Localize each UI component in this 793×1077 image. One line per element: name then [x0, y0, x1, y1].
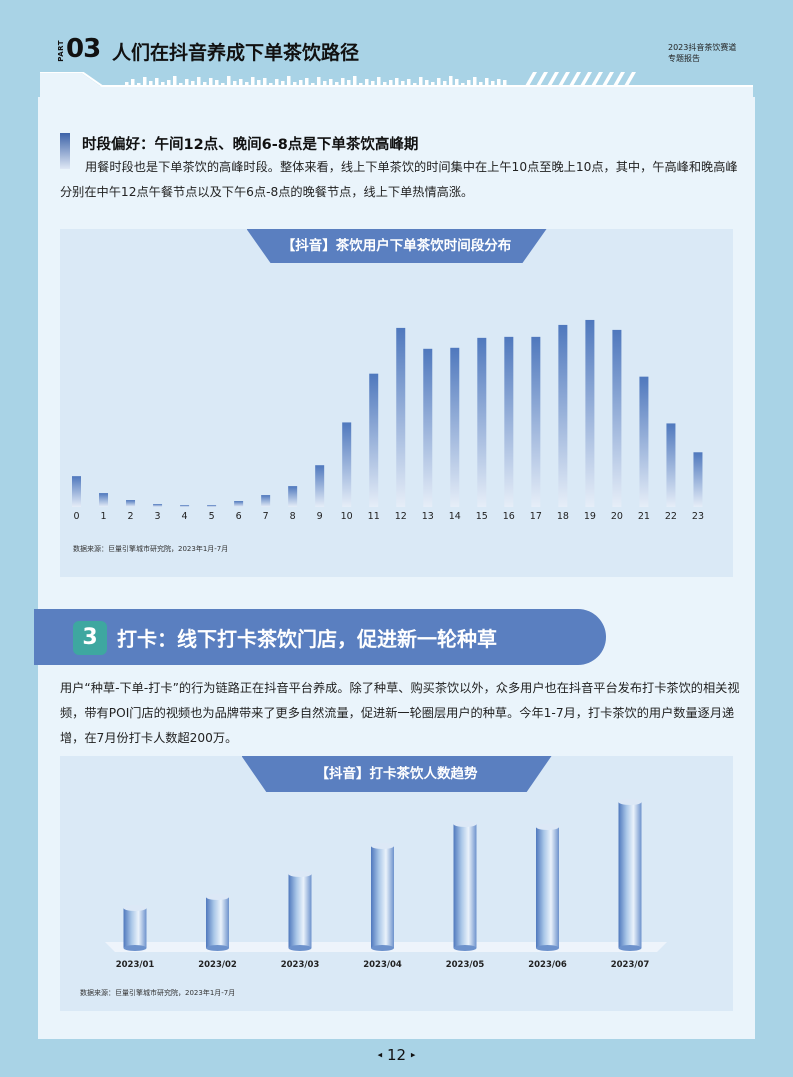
bar: [585, 319, 595, 507]
bar: [288, 871, 312, 951]
section-heading-text: 时段偏好：午间12点、晚间6-8点是下单茶饮高峰期: [82, 137, 419, 153]
data-source: 数据来源：巨量引擎城市研究院，2023年1月-7月: [73, 545, 229, 553]
x-tick-label: 15: [476, 511, 488, 522]
section2-paragraph: 用户“种草-下单-打卡”的行为链路正在抖音平台养成。除了种草、购买茶饮以外，众多…: [60, 681, 740, 745]
bar: [639, 376, 649, 507]
x-tick-label: 22: [665, 511, 677, 522]
data-source: 数据来源：巨量引擎城市研究院，2023年1月-7月: [80, 989, 236, 997]
bar: [234, 501, 244, 507]
x-tick-label: 21: [638, 511, 650, 522]
x-tick-label: 2023/01: [116, 960, 155, 970]
x-tick-label: 7: [263, 511, 269, 522]
heading-accent-bar: [60, 133, 70, 169]
x-tick-label: 2023/07: [611, 960, 650, 970]
part-label: PART: [57, 40, 65, 62]
x-tick-label: 5: [209, 511, 215, 522]
x-tick-label: 6: [236, 511, 242, 522]
bar: [315, 465, 325, 507]
x-tick-label: 23: [692, 511, 704, 522]
hourly-chart-panel: 【抖音】茶饮用户下单茶饮时间段分布 0 1 2 3 4 5 6 7 8 9 10 11 12 13 14 15…: [60, 229, 733, 577]
bar: [72, 476, 81, 507]
x-tick-label: 4: [182, 511, 188, 522]
x-tick-label: 2: [128, 511, 134, 522]
report-tag: 2023抖音茶饮赛道 专题报告: [668, 42, 736, 64]
part-number: 03: [66, 34, 101, 64]
chart-title: 【抖音】打卡茶饮人数趋势: [241, 756, 552, 792]
page-number-text: 12: [386, 1046, 407, 1064]
chart-title: 【抖音】茶饮用户下单茶饮时间段分布: [246, 229, 547, 263]
bar: [123, 905, 147, 951]
bar: [558, 324, 568, 507]
bar: [423, 348, 433, 507]
bar: [126, 500, 136, 507]
page-number: ◂ 12 ▸: [0, 1046, 793, 1064]
header-decoration: [40, 72, 753, 98]
bar: [396, 327, 406, 507]
bar: [371, 843, 394, 951]
bar: [531, 336, 541, 507]
bar: [342, 422, 352, 507]
checkin-bar-chart: 2023/01 2023/02 2023/03 2023/04 2023/05 2023/…: [105, 799, 667, 970]
report-tag-line1: 2023抖音茶饮赛道: [668, 43, 737, 52]
x-tick-label: 16: [503, 511, 515, 522]
bar: [206, 894, 229, 951]
x-tick-label: 12: [395, 511, 407, 522]
section1-paragraph: 用餐时段也是下单茶饮的高峰时段。整体来看，线上下单茶饮的时间集中在上午10点至晚…: [60, 160, 738, 199]
checkin-chart-panel: 【抖音】打卡茶饮人数趋势 2023/01 2023/02 2023/03 2023/0…: [60, 756, 733, 1011]
x-tick-label: 13: [422, 511, 434, 522]
bar: [536, 824, 559, 951]
bar: [477, 337, 487, 507]
bar: [153, 504, 163, 507]
report-tag-line2: 专题报告: [668, 54, 700, 63]
x-tick-label: 10: [341, 511, 353, 522]
x-tick-label: 2023/06: [528, 960, 567, 970]
bar: [453, 821, 477, 951]
bar: [288, 486, 298, 507]
page-title: 人们在抖音养成下单茶饮路径: [112, 42, 360, 64]
next-page-arrow[interactable]: ▸: [410, 1050, 416, 1061]
bar: [612, 329, 622, 507]
bar: [261, 495, 271, 507]
x-tick-label: 2023/05: [446, 960, 485, 970]
hourly-bar-chart: 0 1 2 3 4 5 6 7 8 9 10 11 12 13 14 15 16 17 18 19 20 21 22 23: [72, 319, 704, 522]
bar: [99, 493, 109, 507]
section-number-badge: 3: [73, 621, 107, 655]
x-tick-label: 9: [317, 511, 323, 522]
bar: [504, 336, 514, 507]
x-tick-label: 20: [611, 511, 623, 522]
x-tick-label: 0: [73, 511, 79, 522]
x-tick-label: 17: [530, 511, 542, 522]
x-tick-label: 8: [290, 511, 296, 522]
section-banner-title: 打卡：线下打卡茶饮门店，促进新一轮种草: [117, 627, 497, 651]
bar: [180, 505, 190, 507]
x-tick-label: 2023/04: [363, 960, 402, 970]
x-tick-label: 2023/02: [198, 960, 237, 970]
x-tick-label: 14: [449, 511, 461, 522]
bar: [693, 452, 703, 507]
x-tick-label: 1: [100, 511, 106, 522]
x-tick-label: 2023/03: [281, 960, 320, 970]
x-tick-label: 3: [155, 511, 161, 522]
prev-page-arrow[interactable]: ◂: [377, 1050, 383, 1061]
x-tick-label: 11: [368, 511, 380, 522]
x-tick-label: 19: [584, 511, 596, 522]
section-heading: 时段偏好：午间12点、晚间6-8点是下单茶饮高峰期: [60, 133, 419, 169]
bar: [666, 423, 676, 507]
section-banner: [34, 609, 606, 665]
x-tick-label: 18: [557, 511, 569, 522]
bar: [450, 347, 460, 507]
bar: [369, 373, 379, 507]
bar: [618, 799, 642, 951]
bar: [207, 505, 217, 507]
